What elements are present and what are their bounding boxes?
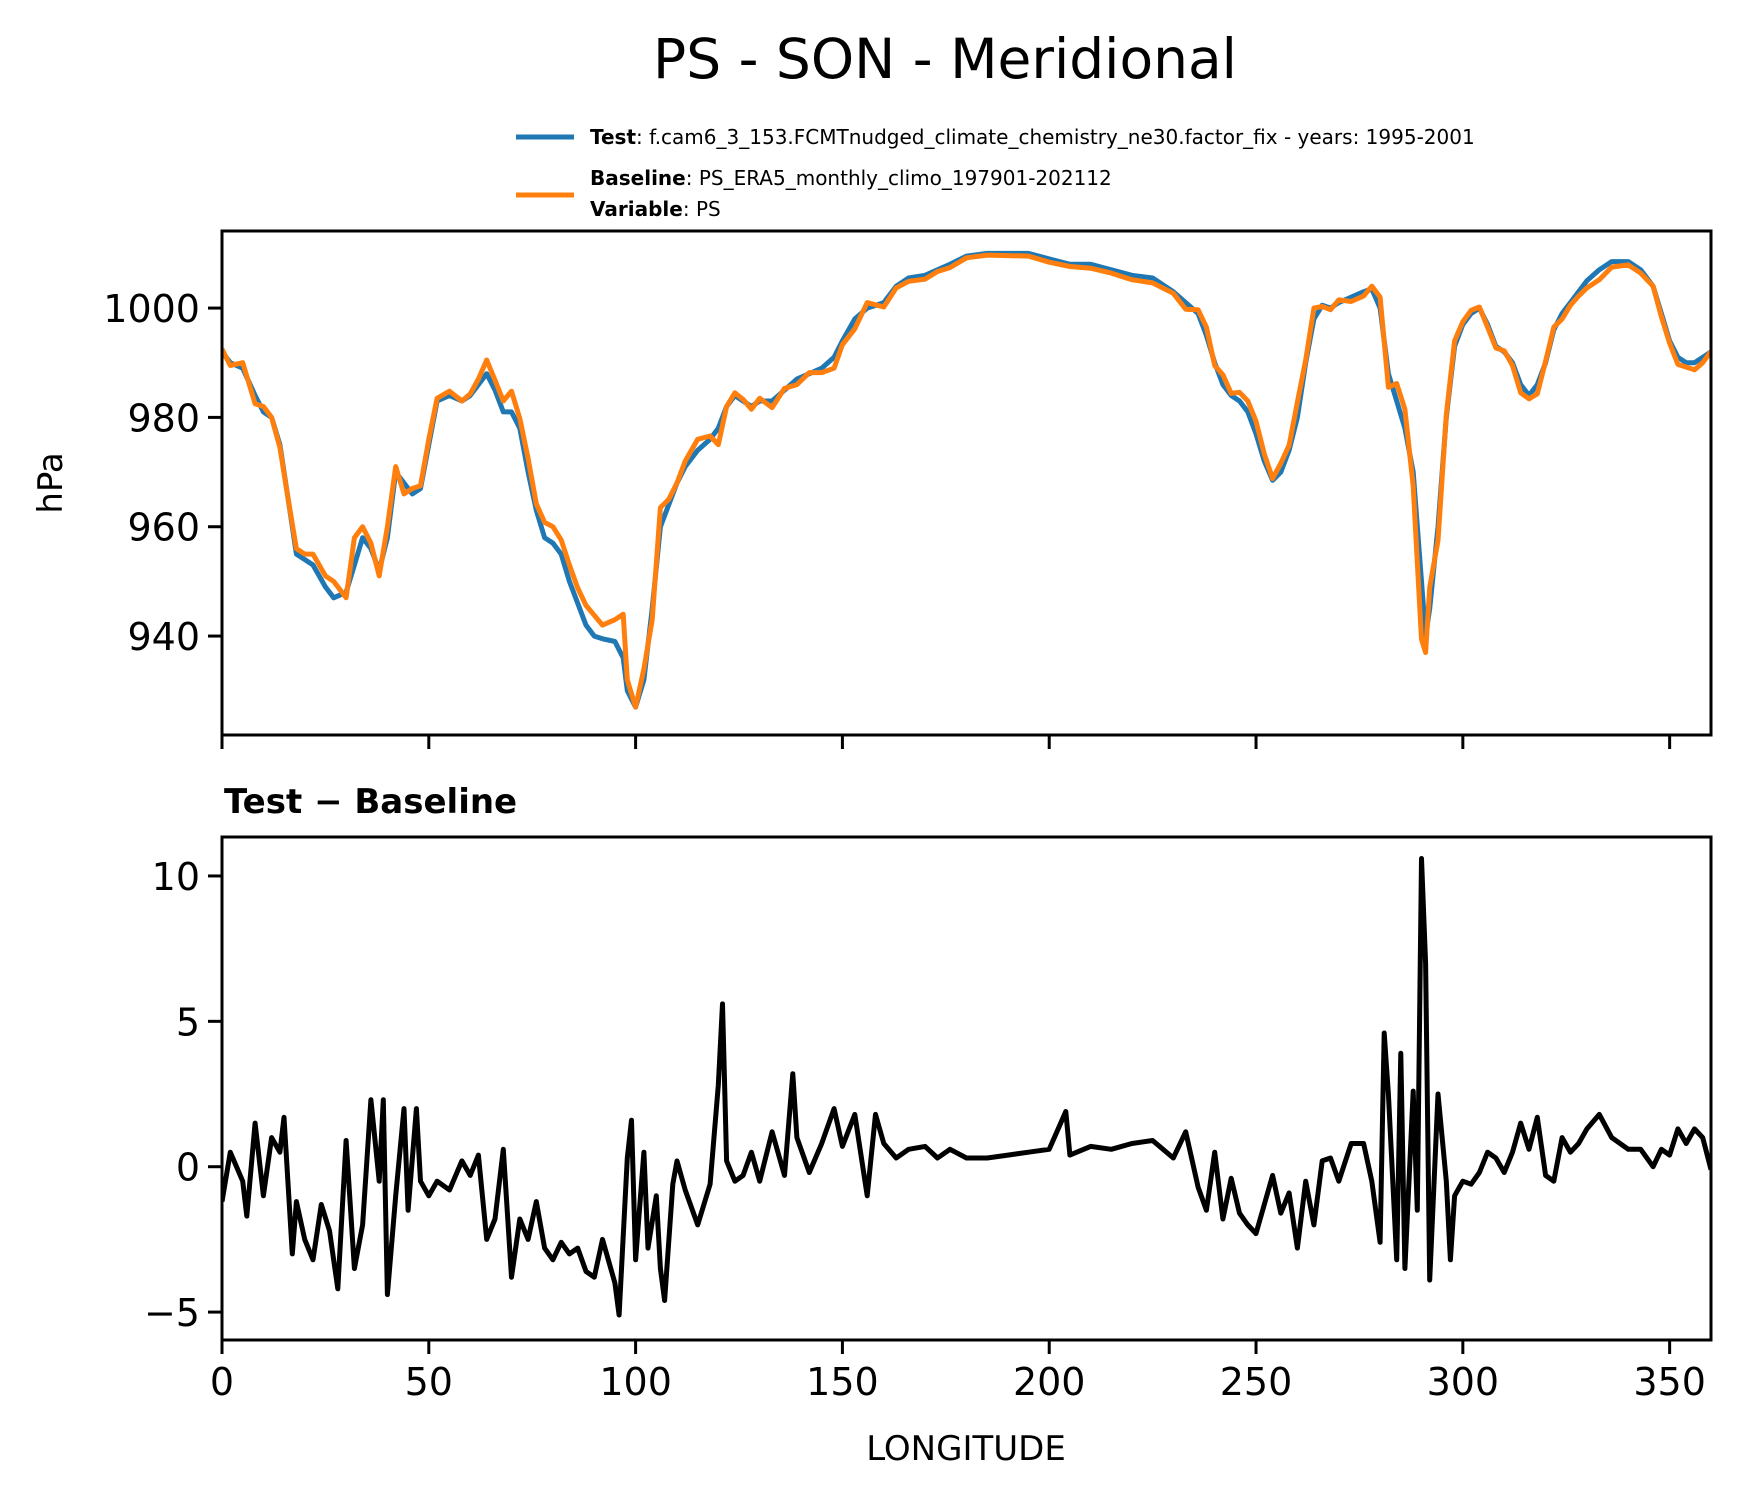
x-tick-label: 350 [1633,1360,1706,1404]
series-line-baseline [222,252,1711,710]
y-tick-label: −5 [144,1291,200,1335]
legend-variable-label: Variable: PS [590,197,721,221]
legend-test-label: Test: f.cam6_3_153.FCMTnudged_climate_ch… [590,125,1475,149]
legend-baseline-label: Baseline: PS_ERA5_monthly_climo_197901-2… [590,166,1112,190]
x-tick-label: 100 [599,1360,672,1404]
x-tick-label: 50 [405,1360,453,1404]
x-tick-label: 250 [1220,1360,1293,1404]
legend-variable-text: : PS [683,197,721,221]
bottom-panel-title: Test − Baseline [224,782,517,822]
y-tick-label: 940 [127,615,200,659]
legend-test-text: : f.cam6_3_153.FCMTnudged_climate_chemis… [636,125,1475,149]
y-tick-label: 10 [152,855,200,899]
figure-title: PS - SON - Meridional [653,27,1237,91]
legend-baseline-text: : PS_ERA5_monthly_climo_197901-202112 [686,166,1112,190]
x-tick-label: 200 [1013,1360,1086,1404]
axes-frame [220,229,1713,737]
y-tick-label: 960 [127,506,200,550]
legend-baseline-key: Baseline [590,166,686,190]
y-tick-label: 5 [176,1000,200,1044]
x-axis-label: LONGITUDE [866,1429,1066,1469]
legend-variable-key: Variable [590,197,683,221]
y-tick-label: 980 [127,396,200,440]
x-tick-label: 300 [1427,1360,1500,1404]
legend: Test: f.cam6_3_153.FCMTnudged_climate_ch… [516,125,1475,221]
y-tick-label: 0 [176,1146,200,1190]
series-line-difference [222,856,1711,1318]
y-tick-label: 1000 [103,287,200,331]
legend-test-key: Test [590,125,636,149]
x-tick-label: 150 [806,1360,879,1404]
top-axes: 940 960 980 1000 [103,229,1713,749]
axes-frame [220,835,1713,1342]
x-tick-label: 0 [210,1360,234,1404]
top-y-axis-label: hPa [31,452,71,513]
